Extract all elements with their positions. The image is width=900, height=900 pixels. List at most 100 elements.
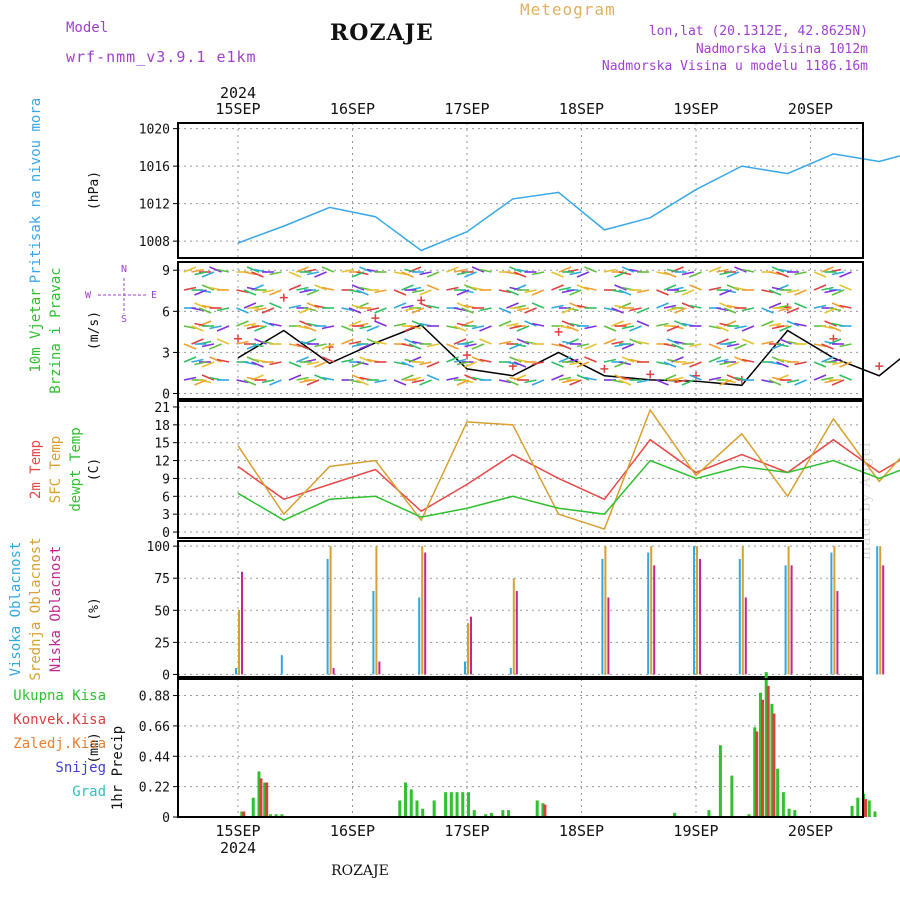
y-tick-label: 75 bbox=[154, 572, 170, 587]
wind-barb bbox=[839, 271, 852, 278]
wind-barb bbox=[768, 289, 782, 296]
y-tick-label: 100 bbox=[147, 540, 170, 555]
total_precip-bar bbox=[421, 808, 425, 817]
wind-barb bbox=[401, 284, 414, 291]
total_precip-bar bbox=[280, 814, 284, 817]
total_precip-bar bbox=[263, 782, 267, 817]
wind-barb bbox=[681, 302, 695, 309]
low_cloud-bar bbox=[378, 661, 381, 675]
mid_cloud-bar bbox=[879, 546, 882, 675]
wind-barb bbox=[299, 320, 312, 327]
wind-barb bbox=[393, 302, 407, 309]
wind-barb bbox=[813, 284, 827, 291]
wind-barb bbox=[656, 322, 669, 327]
wind-barb bbox=[821, 325, 834, 330]
wind-barb bbox=[584, 286, 597, 291]
high_cloud-bar bbox=[876, 546, 879, 675]
top-date-label: 17SEP bbox=[444, 100, 489, 118]
wind-barb bbox=[254, 307, 267, 312]
wind-barb bbox=[831, 271, 845, 276]
wind-barb bbox=[456, 302, 470, 309]
wind-barb bbox=[321, 376, 335, 381]
wind-barb bbox=[498, 340, 512, 345]
wind-barb bbox=[374, 340, 387, 345]
top-year-label: 2024 bbox=[220, 84, 256, 102]
low_cloud-bar bbox=[836, 591, 839, 675]
wind-barb bbox=[531, 302, 545, 309]
wind-barb bbox=[656, 379, 669, 386]
wind-barb bbox=[209, 343, 222, 350]
wind-barb bbox=[251, 361, 264, 368]
mid_cloud-bar bbox=[512, 578, 515, 675]
panel-label: SFC Temp bbox=[48, 436, 64, 503]
wind-barb bbox=[558, 376, 572, 381]
wind-barb bbox=[314, 374, 327, 381]
wind-barb bbox=[269, 379, 282, 386]
wind-barb bbox=[509, 266, 522, 273]
conv_precip-bar bbox=[259, 778, 263, 817]
low_cloud-bar bbox=[653, 565, 656, 675]
wind-barb bbox=[741, 338, 755, 345]
compass-w: W bbox=[85, 290, 92, 301]
wind-barb bbox=[734, 266, 747, 273]
wind-barb bbox=[513, 361, 527, 368]
wind-barb bbox=[576, 343, 590, 348]
y-tick-label: 0 bbox=[162, 526, 170, 541]
wind-barb bbox=[569, 271, 582, 276]
wind-barb bbox=[831, 361, 845, 366]
wind-barb bbox=[404, 307, 417, 312]
wind-barb bbox=[426, 271, 440, 278]
wind-barb bbox=[614, 361, 627, 368]
wind-barb bbox=[464, 374, 477, 381]
total_precip-bar bbox=[268, 814, 272, 817]
wind-barb bbox=[314, 284, 327, 291]
wind-barb bbox=[183, 376, 197, 381]
total_precip-bar bbox=[753, 727, 757, 817]
wind-barb bbox=[813, 361, 827, 368]
wind-barb bbox=[531, 271, 545, 276]
total_precip-bar bbox=[718, 745, 722, 817]
wind-barb bbox=[446, 343, 459, 350]
wind-barb bbox=[569, 302, 582, 309]
panel-label: Visoka Oblacnost bbox=[8, 542, 24, 677]
mid_cloud-bar bbox=[604, 546, 607, 675]
wind-barb bbox=[663, 271, 677, 278]
wind-barb bbox=[786, 289, 800, 294]
wind-barb bbox=[768, 361, 782, 366]
wind-barb bbox=[576, 361, 590, 368]
wind-barb bbox=[366, 307, 380, 312]
wind-barb bbox=[426, 284, 440, 291]
wind-barb bbox=[839, 284, 852, 291]
total_precip-bar bbox=[415, 800, 419, 817]
wind-barb bbox=[674, 289, 687, 294]
wind-barb bbox=[761, 307, 774, 314]
wind-barb bbox=[726, 284, 740, 291]
wind-barb bbox=[446, 356, 459, 363]
wind-barb bbox=[726, 271, 740, 278]
wind-barb bbox=[356, 379, 369, 386]
low_cloud-bar bbox=[882, 565, 885, 675]
conv_precip-bar bbox=[760, 699, 764, 817]
wind-barb bbox=[236, 320, 249, 327]
wind-barb bbox=[794, 322, 807, 327]
wind-barb bbox=[584, 266, 597, 273]
model-elevation: Nadmorska Visina u modelu 1186.16m bbox=[601, 59, 868, 74]
wind-barb bbox=[426, 374, 440, 381]
total_precip-bar bbox=[455, 792, 459, 817]
wind-barb bbox=[771, 356, 785, 363]
total_precip-bar bbox=[764, 672, 768, 817]
wind-barb bbox=[723, 307, 737, 314]
wind-barb bbox=[456, 271, 470, 276]
wind-barb bbox=[516, 338, 530, 345]
compass-s: S bbox=[121, 314, 127, 325]
wind-barb bbox=[726, 361, 740, 368]
wind-barb bbox=[656, 302, 669, 309]
wind-barb bbox=[821, 286, 834, 291]
wind-barb bbox=[794, 302, 807, 309]
wind-barb bbox=[768, 379, 782, 386]
wind-barb bbox=[209, 266, 222, 273]
wind-barb bbox=[393, 379, 407, 386]
wind-barb bbox=[471, 266, 485, 273]
wind-barb bbox=[768, 302, 782, 309]
